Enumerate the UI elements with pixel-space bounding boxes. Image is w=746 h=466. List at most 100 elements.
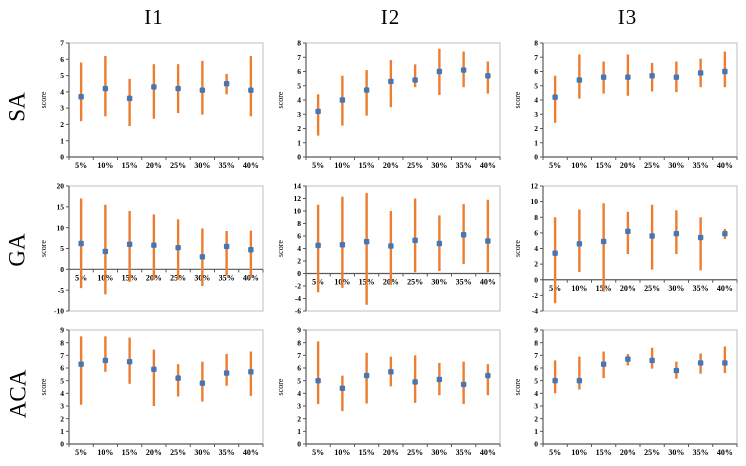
- mean-marker: [721, 360, 728, 366]
- mean-marker: [151, 366, 157, 372]
- row-label-aca: ACA: [0, 322, 36, 466]
- y-tick-label: 10: [530, 197, 538, 206]
- x-category-label: 10%: [334, 161, 350, 170]
- x-category-label: 30%: [431, 161, 447, 170]
- x-category-label: 25%: [644, 448, 660, 457]
- y-tick-label: 6: [297, 232, 301, 241]
- y-tick-label: 1: [534, 427, 538, 436]
- y-tick-label: 4: [297, 244, 301, 253]
- y-tick-label: 3: [534, 109, 538, 118]
- x-category-label: 30%: [668, 161, 684, 170]
- y-tick-label: 10: [57, 223, 65, 232]
- mean-marker: [624, 74, 631, 80]
- mean-marker: [175, 85, 181, 91]
- x-category-label: 25%: [407, 448, 423, 457]
- y-tick-label: 2: [297, 124, 301, 133]
- y-tick-label: 7: [60, 351, 64, 360]
- x-category-label: 40%: [716, 448, 732, 457]
- mean-marker: [697, 360, 703, 366]
- x-category-label: 35%: [455, 448, 471, 457]
- y-tick-label: 3: [60, 103, 64, 112]
- y-tick-label: 20: [57, 182, 65, 191]
- chart-sa-i1: 0 1 2 3 4 5 6 7 score 5% 10% 15% 20% 25% 30% 35% 40%: [36, 35, 272, 178]
- mean-marker: [314, 377, 321, 384]
- y-tick-label: 1: [60, 427, 64, 436]
- x-category-label: 40%: [479, 448, 495, 457]
- y-tick-label: -10: [54, 307, 64, 316]
- x-category-label: 35%: [219, 448, 235, 457]
- x-category-label: 25%: [644, 161, 660, 170]
- y-tick-label: 4: [60, 87, 64, 96]
- y-tick-label: 5: [534, 376, 538, 385]
- y-tick-label: 9: [297, 326, 301, 335]
- errorbar-chart-svg: 0 1 2 3 4 5 6 7 8 9 score 5% 10% 15% 20% 25% 30% 35% 40%: [513, 326, 737, 457]
- y-tick-label: 5: [534, 81, 538, 90]
- chart-sa-i2: 0 1 2 3 4 5 6 7 8 score 5% 10% 15% 20% 25% 30% 35% 40%: [272, 35, 509, 178]
- plot-border: [542, 329, 737, 445]
- x-category-label: 40%: [243, 448, 259, 457]
- y-tick-label: 2: [534, 414, 538, 423]
- mean-marker: [411, 379, 418, 385]
- x-category-label: 40%: [479, 161, 495, 170]
- x-category-label: 30%: [668, 448, 684, 457]
- y-tick-label: 2: [534, 124, 538, 133]
- y-tick-label: 12: [293, 194, 301, 203]
- y-tick-label: 3: [297, 109, 301, 118]
- x-category-label: 30%: [431, 448, 447, 457]
- x-category-label: 30%: [668, 284, 684, 293]
- mean-marker: [624, 356, 631, 362]
- mean-marker: [126, 95, 133, 101]
- mean-marker: [673, 367, 679, 374]
- x-category-label: 35%: [692, 284, 708, 293]
- mean-marker: [551, 250, 558, 256]
- x-category-label: 5%: [312, 161, 324, 170]
- x-category-label: 20%: [146, 161, 162, 170]
- y-tick-label: 15: [57, 202, 65, 211]
- mean-marker: [102, 85, 109, 91]
- x-category-label: 5%: [75, 161, 87, 170]
- y-tick-label: 2: [60, 414, 64, 423]
- x-category-label: 35%: [219, 273, 235, 282]
- mean-marker: [551, 93, 558, 100]
- y-axis-title: score: [276, 378, 285, 395]
- y-tick-label: 0: [534, 152, 538, 161]
- y-tick-label: 4: [534, 95, 538, 104]
- plot-border: [68, 42, 264, 157]
- mean-marker: [600, 361, 606, 367]
- errorbar-chart-svg: -4-2024681012score5%10%15%20%25%30%35%40…: [513, 182, 737, 316]
- y-tick-label: 4: [534, 244, 538, 253]
- mean-marker: [436, 240, 442, 247]
- mean-marker: [199, 254, 206, 260]
- chart-ga-i3: -4-2024681012score5%10%15%20%25%30%35%40…: [509, 178, 746, 322]
- x-category-label: 10%: [571, 161, 587, 170]
- mean-marker: [248, 87, 254, 93]
- y-tick-label: 6: [297, 67, 301, 76]
- corner-spacer: [0, 0, 36, 35]
- y-axis-title: score: [513, 240, 522, 257]
- row-label-ga-text: GA: [4, 233, 30, 267]
- column-header-i3: I3: [617, 5, 638, 29]
- y-tick-label: 10: [293, 207, 301, 216]
- mean-marker: [411, 76, 418, 83]
- y-tick-label: 0: [297, 269, 301, 278]
- x-category-label: 10%: [334, 448, 350, 457]
- errorbar-chart-svg: 0 1 2 3 4 5 6 7 8 score 5% 10% 15% 20% 25% 30% 35% 40%: [513, 38, 737, 170]
- chart-sa-i3: 0 1 2 3 4 5 6 7 8 score 5% 10% 15% 20% 25% 30% 35% 40%: [509, 35, 746, 178]
- y-tick-label: 6: [534, 364, 538, 373]
- mean-marker: [673, 74, 679, 80]
- y-tick-label: 3: [534, 402, 538, 411]
- x-category-label: 40%: [479, 278, 495, 287]
- y-tick-label: 1: [297, 138, 301, 147]
- y-tick-label: -2: [531, 291, 537, 300]
- mean-marker: [648, 357, 655, 364]
- x-category-label: 15%: [358, 448, 374, 457]
- mean-marker: [314, 108, 321, 114]
- chart-ga-i1: -10-505101520score5%10%15%20%25%30%35%40…: [36, 178, 272, 322]
- errorbar-chart-svg: -6-4-202468101214score5%10%15%20%25%30%3…: [276, 182, 500, 316]
- y-tick-label: 9: [534, 326, 538, 335]
- mean-marker: [78, 240, 84, 247]
- mean-marker: [484, 372, 491, 379]
- chart-aca-i2: 0 1 2 3 4 5 6 7 8 9 score 5% 10% 15% 20% 25% 30% 35% 40%: [272, 322, 509, 466]
- y-tick-label: 4: [60, 389, 64, 398]
- mean-marker: [102, 357, 109, 364]
